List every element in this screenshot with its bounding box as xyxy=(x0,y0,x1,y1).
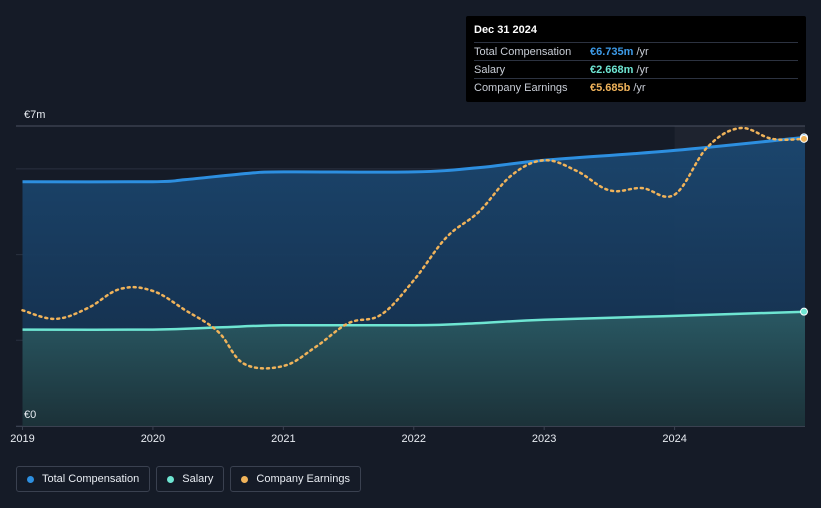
x-tick-label: 2020 xyxy=(141,433,165,445)
end-marker xyxy=(800,134,808,143)
total-compensation-line xyxy=(22,135,806,184)
legend-label: Salary xyxy=(182,473,214,485)
tooltip-value: €6.735m xyxy=(590,45,634,58)
tooltip-row-company-earnings: Company Earnings €5.685b /yr xyxy=(474,78,798,96)
tooltip-label: Total Compensation xyxy=(474,45,572,58)
salary-line xyxy=(22,310,806,332)
end-markers xyxy=(800,133,808,316)
salary-area xyxy=(22,311,805,426)
tooltip-unit: /yr xyxy=(636,63,649,76)
tooltip-label: Salary xyxy=(474,63,506,76)
tooltip-unit: /yr xyxy=(633,81,646,94)
company-earnings-line xyxy=(21,126,807,370)
tooltip-label: Company Earnings xyxy=(474,81,568,94)
legend-item-total-compensation[interactable]: Total Compensation xyxy=(16,466,151,492)
tooltip-row-total-compensation: Total Compensation €6.735m /yr xyxy=(474,42,798,60)
x-tick-label: 2023 xyxy=(532,433,556,445)
y-tick-zero: €0 xyxy=(24,409,36,421)
tooltip-unit: /yr xyxy=(636,45,649,58)
x-tick-label: 2024 xyxy=(662,433,686,445)
tooltip-date: Dec 31 2024 xyxy=(474,24,537,36)
legend-item-salary[interactable]: Salary xyxy=(156,466,225,492)
tooltip: Dec 31 2024 Total Compensation €6.735m /… xyxy=(466,16,806,102)
tooltip-value: €2.668m xyxy=(590,63,634,76)
legend-dot-icon xyxy=(167,475,175,483)
end-marker xyxy=(800,307,808,316)
x-tick-label: 2021 xyxy=(271,433,295,445)
x-tick-label: 2022 xyxy=(402,433,426,445)
legend-item-company-earnings[interactable]: Company Earnings xyxy=(230,466,361,492)
tooltip-row-salary: Salary €2.668m /yr xyxy=(474,60,798,78)
y-tick-max: €7m xyxy=(24,109,45,121)
legend-label: Total Compensation xyxy=(42,473,140,485)
legend-dot-icon xyxy=(241,475,249,483)
x-tick-labels: 2019 2020 2021 2022 2023 2024 xyxy=(10,426,687,445)
tooltip-value: €5.685b xyxy=(590,81,631,94)
legend: Total Compensation Salary Company Earnin… xyxy=(16,466,363,492)
legend-label: Company Earnings xyxy=(256,473,350,485)
x-tick-label: 2019 xyxy=(10,433,34,445)
legend-dot-icon xyxy=(27,475,34,483)
